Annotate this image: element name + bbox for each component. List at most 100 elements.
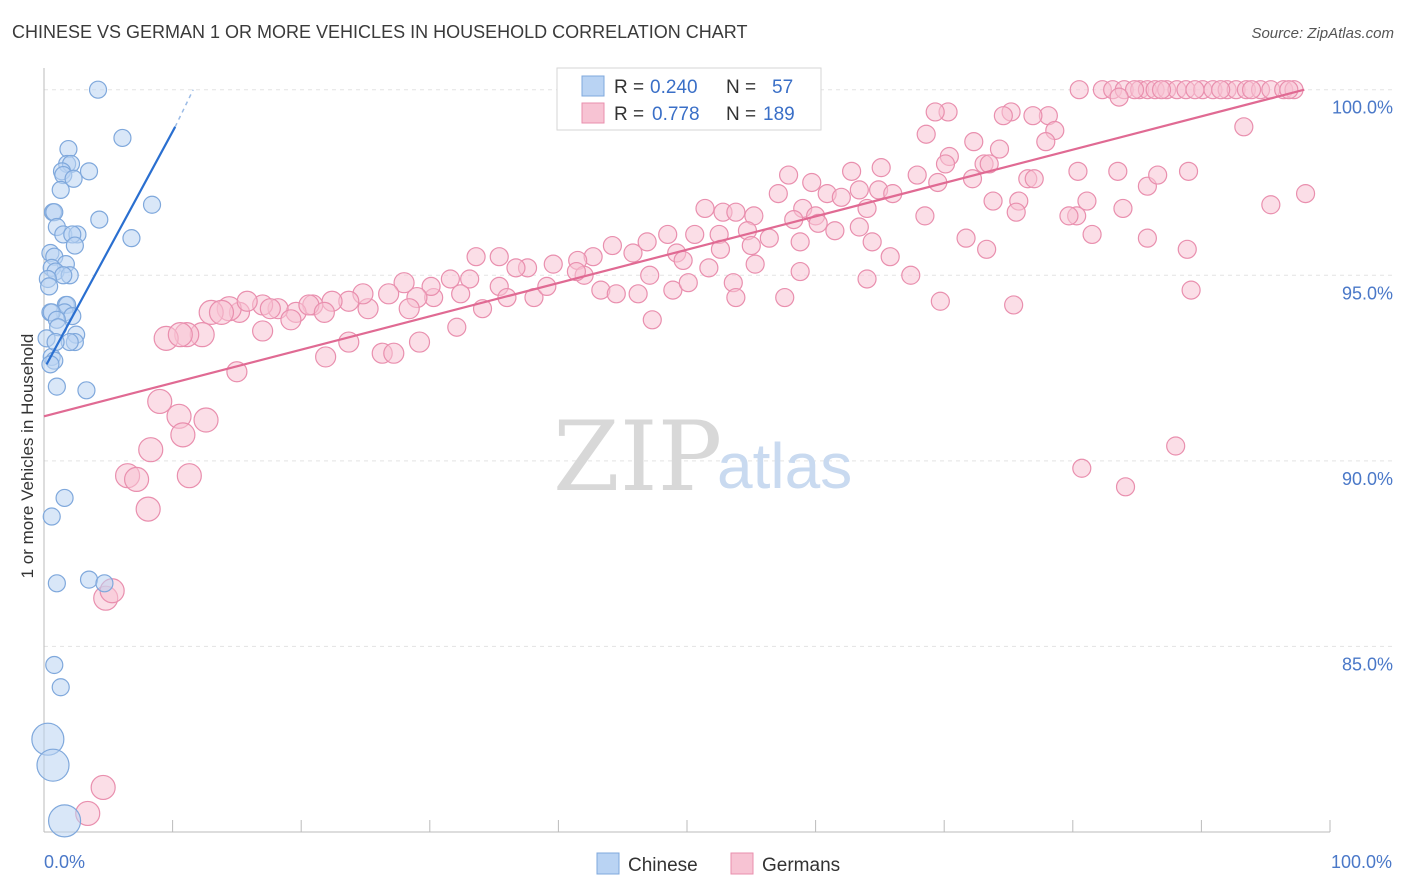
- german-point-30: [1023, 106, 1043, 126]
- german-point-102: [378, 283, 400, 305]
- german-point-33: [916, 124, 936, 144]
- chinese-point-43: [47, 377, 66, 396]
- german-point-82: [602, 235, 623, 256]
- x-tick-label-1: 100.0%: [1331, 852, 1392, 872]
- german-point-78: [685, 224, 705, 245]
- german-point-175: [138, 437, 164, 463]
- legend-swatch-germans: [730, 852, 754, 875]
- german-point-97: [440, 269, 460, 289]
- german-point-170: [252, 320, 274, 342]
- german-point-77: [790, 232, 810, 252]
- german-points: [75, 80, 1316, 827]
- chinese-point-26: [54, 266, 73, 285]
- chinese-point-44: [77, 381, 96, 400]
- german-point-71: [849, 217, 869, 237]
- german-point-141: [745, 254, 765, 274]
- german-point-19: [1124, 80, 1145, 100]
- german-point-36: [989, 139, 1010, 159]
- german-point-45: [1178, 161, 1199, 181]
- german-point-88: [640, 265, 660, 285]
- y-tick-label-0: 85.0%: [1342, 654, 1393, 674]
- german-point-67: [1006, 202, 1026, 222]
- chinese-point-50: [45, 655, 64, 675]
- watermark-atlas: atlas: [717, 430, 852, 502]
- german-point-72: [808, 213, 828, 233]
- german-point-44: [842, 161, 862, 181]
- chinese-point-47: [79, 570, 99, 589]
- stats-swatch-chinese: [581, 75, 605, 97]
- chinese-point-1: [113, 128, 132, 148]
- chinese-point-48: [95, 574, 114, 593]
- german-point-154: [1082, 224, 1102, 245]
- german-point-158: [1295, 184, 1316, 204]
- y-tick-label-3: 100.0%: [1332, 98, 1393, 118]
- german-point-169: [315, 346, 337, 368]
- german-point-52: [983, 191, 1003, 211]
- german-point-146: [880, 247, 900, 267]
- chinese-trendline: [45, 126, 177, 365]
- stats-n-value-germans: 189: [763, 104, 795, 125]
- german-point-28: [925, 102, 945, 122]
- german-point-118: [208, 299, 235, 325]
- german-point-120: [259, 298, 281, 320]
- german-point-70: [915, 206, 935, 226]
- german-point-180: [135, 496, 161, 522]
- german-point-96: [460, 269, 480, 289]
- chinese-point-28: [40, 277, 59, 296]
- stats-r-value-chinese: 0.240: [650, 77, 698, 98]
- german-point-186: [90, 774, 116, 801]
- german-point-21: [1185, 80, 1205, 100]
- german-point-123: [313, 301, 335, 323]
- german-point-185: [1166, 436, 1186, 456]
- german-point-147: [901, 265, 921, 285]
- german-point-119: [236, 290, 258, 312]
- german-point-22: [1211, 80, 1231, 100]
- german-point-156: [1148, 165, 1168, 185]
- german-point-168: [383, 342, 405, 364]
- chinese-point-49: [47, 574, 66, 593]
- stats-r-value-germans: 0.778: [652, 104, 700, 125]
- german-point-139: [699, 258, 719, 278]
- german-point-43: [871, 158, 891, 178]
- german-point-121: [280, 309, 302, 331]
- german-trendline: [43, 88, 1305, 418]
- german-point-151: [1024, 169, 1044, 189]
- stats-r-label-chinese: R =: [614, 77, 644, 98]
- german-point-81: [623, 243, 643, 263]
- chinese-point-0: [88, 80, 108, 99]
- source-credit: Source: ZipAtlas.com: [1251, 25, 1394, 42]
- german-point-163: [857, 269, 877, 289]
- german-point-79: [658, 224, 678, 245]
- german-point-145: [862, 232, 882, 252]
- german-point-23: [1241, 80, 1262, 100]
- german-point-176: [193, 407, 219, 433]
- german-point-85: [543, 254, 563, 274]
- legend-label-chinese: Chinese: [628, 855, 698, 876]
- german-point-165: [642, 310, 662, 330]
- german-point-99: [421, 276, 441, 297]
- german-point-188: [1234, 117, 1254, 137]
- german-point-56: [962, 169, 983, 189]
- chinese-point-13: [90, 210, 109, 229]
- german-point-101: [393, 272, 415, 294]
- german-point-179: [176, 463, 202, 489]
- german-point-144: [825, 221, 845, 241]
- german-point-135: [606, 284, 626, 304]
- chinese-point-51: [51, 678, 70, 697]
- german-point-76: [759, 228, 779, 248]
- stats-swatch-germans: [581, 102, 605, 124]
- stats-n-label-chinese: N =: [726, 77, 756, 98]
- legend-swatch-chinese: [596, 852, 620, 875]
- german-point-126: [398, 298, 420, 320]
- german-point-164: [726, 287, 746, 308]
- stats-n-value-chinese: 57: [772, 77, 793, 98]
- german-point-148: [930, 291, 950, 311]
- y-tick-labels: 85.0% 90.0% 95.0% 100.0%: [1332, 98, 1393, 675]
- german-point-73: [695, 198, 715, 219]
- german-point-40: [1068, 161, 1088, 181]
- chinese-point-54: [47, 804, 82, 838]
- german-point-153: [1077, 191, 1097, 211]
- german-point-25: [1109, 87, 1129, 107]
- y-tick-label-1: 90.0%: [1342, 469, 1393, 489]
